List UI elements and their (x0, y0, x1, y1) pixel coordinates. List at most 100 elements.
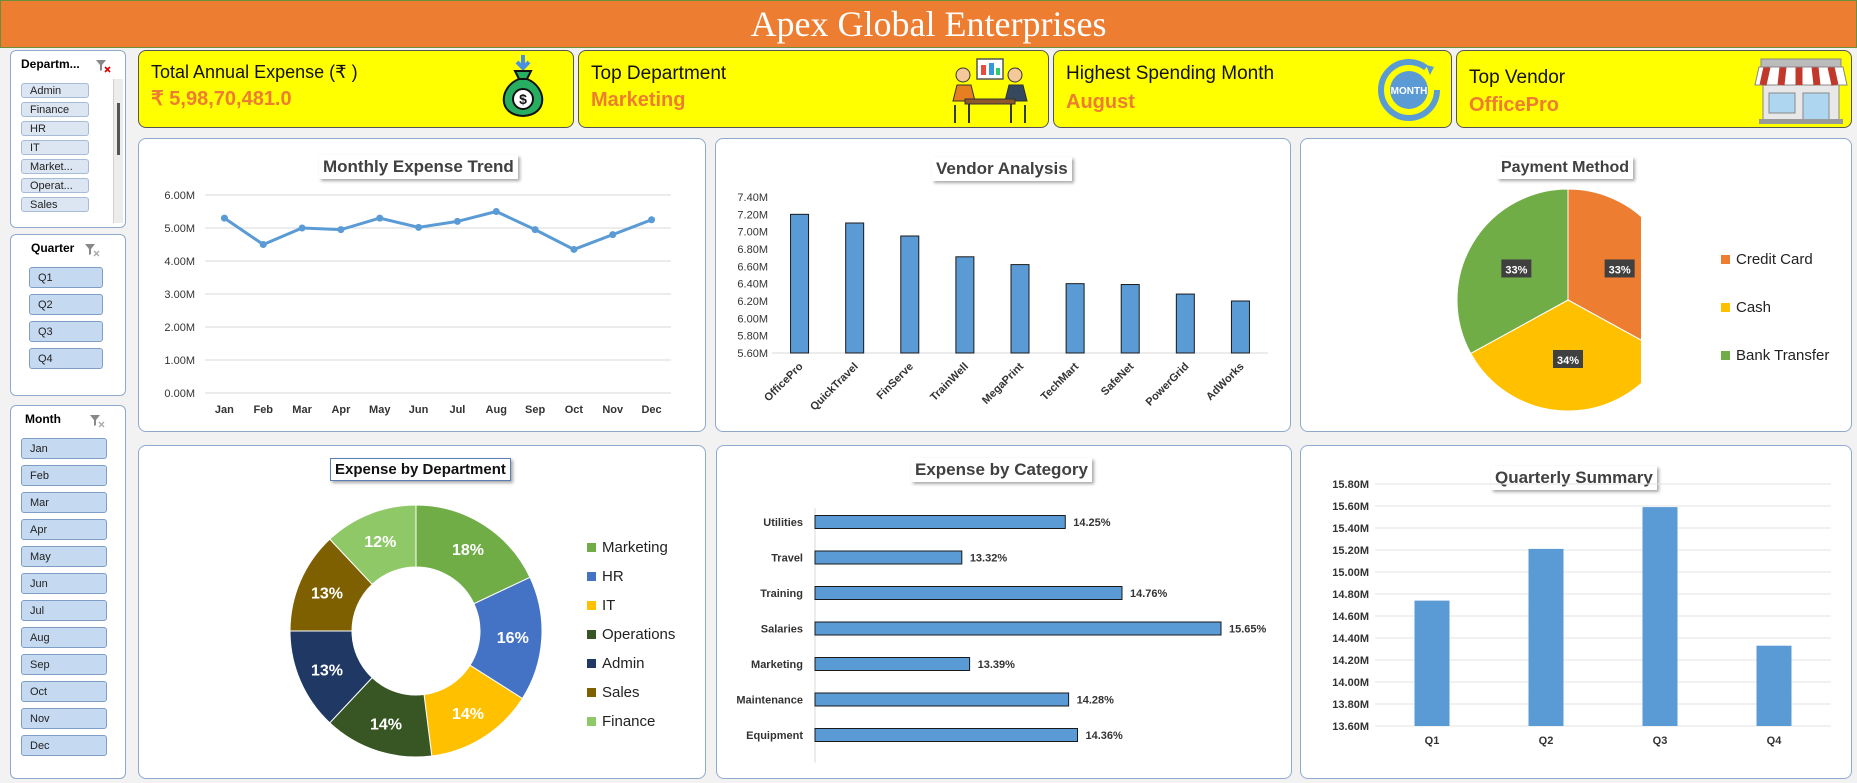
y-tick-label: 6.00M (737, 313, 768, 325)
series-line (223, 209, 653, 252)
clear-filter-icon[interactable] (89, 414, 105, 428)
kpi-vendor-label: Top Vendor (1469, 67, 1566, 88)
month-slicer-item-feb[interactable]: Feb (21, 465, 107, 486)
data-label-box (1501, 259, 1532, 278)
y-tick-label: 6.40M (737, 279, 768, 291)
legend-swatch (587, 630, 596, 639)
x-tick-label: Jun (409, 404, 429, 416)
bar-q4 (1756, 645, 1792, 726)
data-point-mar (298, 224, 306, 232)
legend-swatch (587, 659, 596, 668)
month-slicer-item-jul[interactable]: Jul (21, 600, 107, 621)
month-slicer-item-nov[interactable]: Nov (21, 708, 107, 729)
data-label-box (1553, 350, 1583, 368)
department-slicer-item-sales[interactable]: Sales (21, 197, 89, 212)
kpi-total-expense: Total Annual Expense (₹ ) ₹ 5,98,70,481.… (138, 50, 574, 128)
bar-q3 (1642, 507, 1678, 726)
y-tick-label: Training (760, 588, 803, 600)
clear-filter-icon[interactable] (95, 59, 111, 73)
kpi-department-value: Marketing (591, 89, 686, 111)
month-slicer: Month Jan Feb Mar Apr May Jun Jul Aug Sep Oct Nov D… (10, 405, 126, 779)
y-tick-label: 15.00M (1332, 567, 1369, 579)
x-tick-label: Jul (449, 404, 465, 416)
legend-swatch (587, 572, 596, 581)
quarterly-summary-card: Quarterly Summary 13.60M 13.80M 14.00M 14.2… (1300, 445, 1852, 779)
legend-item-sales: Sales (587, 684, 640, 701)
y-tick-label: 2.00M (164, 322, 195, 334)
month-slicer-item-may[interactable]: May (21, 546, 107, 567)
quarter-slicer-item-q3[interactable]: Q3 (29, 321, 103, 342)
department-slicer-scrollbar[interactable] (113, 79, 123, 223)
bar-utilities (814, 515, 1066, 529)
y-tick-label: 15.80M (1332, 479, 1369, 491)
vendor-analysis-chart: 5.60M 5.80M 6.00M 6.20M 6.40M 6.60M 6.80M 7.00M… (737, 192, 1268, 413)
x-tick-label: TechMart (1039, 360, 1082, 403)
x-tick-label: Aug (486, 404, 507, 416)
x-tick-label: Q1 (1425, 735, 1440, 747)
data-point-jun (415, 223, 423, 231)
x-tick-label: May (369, 404, 391, 416)
y-tick-label: 5.00M (164, 223, 195, 235)
department-slicer-item-finance[interactable]: Finance (21, 102, 89, 117)
bar-q2 (1528, 548, 1564, 726)
month-slicer-item-jun[interactable]: Jun (21, 573, 107, 594)
month-slicer-item-sep[interactable]: Sep (21, 654, 107, 675)
bar-adworks (1230, 300, 1250, 354)
department-expense-card: Expense by Department 18% 16% 14% 14% 13% 13%… (138, 445, 706, 779)
data-label: 14% (370, 716, 402, 733)
department-slicer-item-it[interactable]: IT (21, 140, 89, 155)
vendor-analysis-title: Vendor Analysis (932, 157, 1072, 181)
x-tick-label: Q4 (1767, 735, 1783, 747)
data-label: 16% (497, 630, 529, 647)
bar-travel (814, 550, 963, 565)
legend-label: Marketing (602, 539, 668, 556)
quarter-slicer-item-q2[interactable]: Q2 (29, 294, 103, 315)
legend-swatch (587, 601, 596, 610)
data-label: 14% (452, 706, 484, 723)
month-slicer-item-dec[interactable]: Dec (21, 735, 107, 756)
month-slicer-item-oct[interactable]: Oct (21, 681, 107, 702)
legend-item-marketing: Marketing (587, 539, 668, 556)
month-slicer-item-aug[interactable]: Aug (21, 627, 107, 648)
y-tick-label: Utilities (763, 517, 803, 529)
y-tick-label: Equipment (746, 730, 803, 742)
quarter-slicer-item-q4[interactable]: Q4 (29, 348, 103, 369)
month-slicer-item-apr[interactable]: Apr (21, 519, 107, 540)
department-slicer-item-admin[interactable]: Admin (21, 83, 89, 98)
clear-filter-icon[interactable] (84, 243, 100, 257)
y-tick-label: 6.20M (737, 296, 768, 308)
vendor-analysis-card: Vendor Analysis 5.60M 5.80M 6.00M 6.20M 6.40… (715, 138, 1291, 432)
department-slicer-item-hr[interactable]: HR (21, 121, 89, 136)
y-tick-label: 7.20M (737, 209, 768, 221)
department-slicer-item-market[interactable]: Market... (21, 159, 89, 174)
quarter-slicer-title: Quarter (31, 241, 75, 255)
x-tick-label: OfficePro (762, 360, 806, 404)
category-expense-title: Expense by Category (911, 458, 1092, 482)
legend-label: Sales (602, 684, 640, 701)
y-tick-label: 15.20M (1332, 545, 1369, 557)
legend-swatch (587, 543, 596, 552)
data-label: 13.39% (978, 659, 1016, 671)
kpi-vendor-value: OfficePro (1469, 94, 1560, 116)
legend-label: Credit Card (1736, 251, 1813, 268)
x-tick-label: Oct (565, 404, 584, 416)
quarter-slicer-item-q1[interactable]: Q1 (29, 267, 103, 288)
legend-label: Finance (602, 713, 656, 730)
bar-maintenance (814, 692, 1070, 707)
month-slicer-item-jan[interactable]: Jan (21, 438, 107, 459)
y-tick-label: 6.80M (737, 244, 768, 256)
y-tick-label: 14.00M (1332, 677, 1369, 689)
y-tick-label: Marketing (751, 659, 803, 671)
y-tick-label: 5.80M (737, 331, 768, 343)
category-expense-card: Expense by Category Utilities 14.25% Trave… (716, 445, 1292, 779)
data-point-apr (337, 226, 345, 234)
data-label: 14.36% (1086, 730, 1124, 742)
month-slicer-item-mar[interactable]: Mar (21, 492, 107, 513)
x-tick-label: FinServe (875, 361, 916, 402)
data-point-dec (648, 216, 656, 224)
department-slicer-item-operat[interactable]: Operat... (21, 178, 89, 193)
y-tick-label: 1.00M (164, 355, 195, 367)
monthly-trend-card: Monthly Expense Trend 0.00M 1.00M 2.00M 3.0… (138, 138, 706, 432)
kpi-department-label: Top Department (591, 63, 727, 84)
quarterly-summary-chart: 13.60M 13.80M 14.00M 14.20M 14.40M 14.60M 14.8… (1332, 479, 1831, 747)
